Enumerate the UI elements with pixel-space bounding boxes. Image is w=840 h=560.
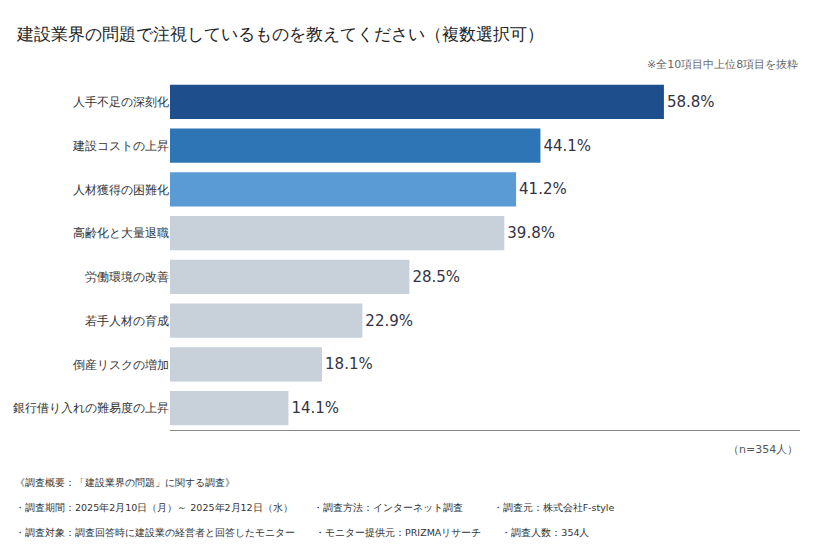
svg-text:28.5%: 28.5% [412, 268, 460, 286]
svg-text:22.9%: 22.9% [365, 312, 413, 330]
svg-text:倒産リスクの増加: 倒産リスクの増加 [73, 358, 169, 372]
svg-text:人材獲得の困難化: 人材獲得の困難化 [73, 183, 169, 197]
svg-text:14.1%: 14.1% [291, 399, 339, 417]
svg-text:建設コストの上昇: 建設コストの上昇 [72, 139, 169, 153]
svg-text:労働環境の改善: 労働環境の改善 [85, 270, 169, 284]
svg-text:・調査期間：2025年2月10日（月）～ 2025年2月12: ・調査期間：2025年2月10日（月）～ 2025年2月12日（水） ・調査方法… [15, 502, 614, 513]
svg-text:若手人材の育成: 若手人材の育成 [85, 314, 169, 328]
svg-text:（n=354人）: （n=354人） [728, 443, 798, 456]
svg-text:18.1%: 18.1% [325, 355, 373, 373]
svg-text:39.8%: 39.8% [507, 224, 555, 242]
svg-text:58.8%: 58.8% [667, 93, 715, 111]
svg-text:人手不足の深刻化: 人手不足の深刻化 [73, 95, 169, 109]
svg-text:銀行借り入れの難易度の上昇: 銀行借り入れの難易度の上昇 [13, 401, 169, 415]
svg-text:・調査対象：調査回答時に建設業の経営者と回答したモニター: ・調査対象：調査回答時に建設業の経営者と回答したモニター ・モニター提供元：PR… [15, 527, 589, 538]
svg-text:《調査概要：「建設業界の問題」に関する調査》: 《調査概要：「建設業界の問題」に関する調査》 [15, 477, 235, 488]
svg-text:建設業界の問題で注視しているものを教えてください（複数選択可: 建設業界の問題で注視しているものを教えてください（複数選択可） [16, 24, 544, 44]
svg-text:※全10項目中上位8項目を抜粋: ※全10項目中上位8項目を抜粋 [647, 58, 798, 71]
svg-text:高齢化と大量退職: 高齢化と大量退職 [73, 226, 169, 240]
svg-text:41.2%: 41.2% [519, 180, 567, 198]
svg-text:44.1%: 44.1% [543, 137, 591, 155]
